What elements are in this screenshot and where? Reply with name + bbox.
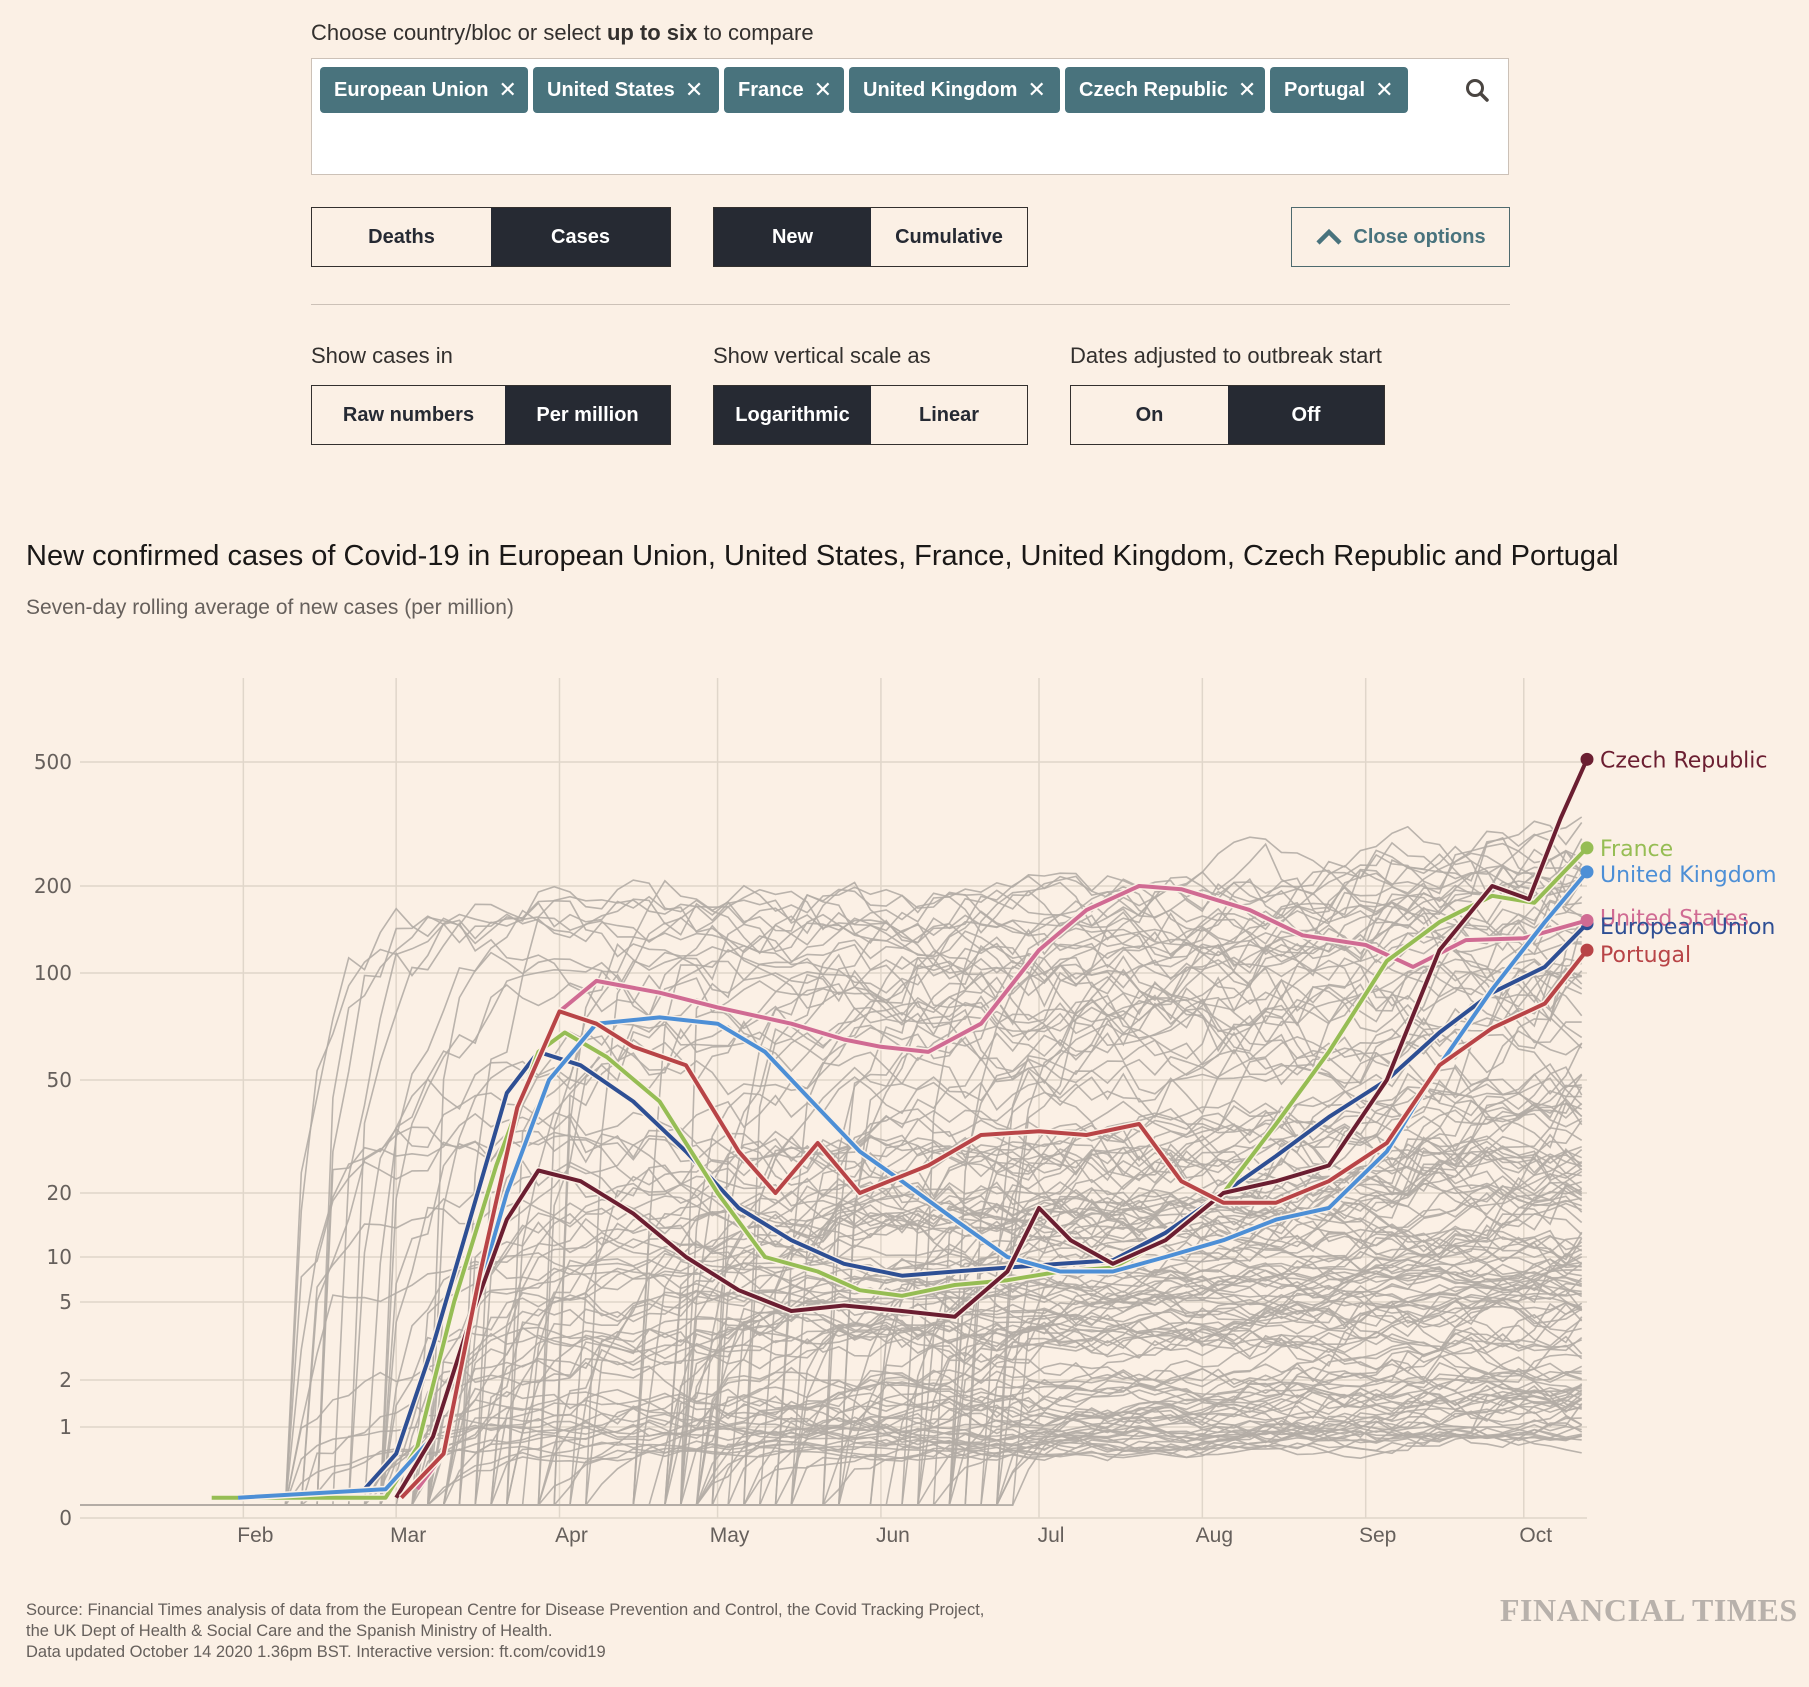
source-line-1: Source: Financial Times analysis of data… (26, 1601, 985, 1619)
chip-label: Czech Republic (1079, 78, 1228, 101)
selected-country-chip[interactable]: European Union ✕ (320, 67, 528, 113)
y-tick-label: 10 (47, 1245, 72, 1269)
close-icon[interactable]: ✕ (498, 77, 517, 102)
chevron-up-icon (1316, 228, 1342, 245)
source-line-3: Data updated October 14 2020 1.36pm BST.… (26, 1643, 606, 1661)
dates-adjusted-label: Dates adjusted to outbreak start (1070, 343, 1382, 368)
option-off[interactable]: Off (1228, 386, 1384, 444)
close-icon[interactable]: ✕ (813, 77, 833, 102)
vertical-scale-toggle: Logarithmic Linear (713, 385, 1028, 445)
close-icon[interactable]: ✕ (1375, 77, 1394, 102)
y-tick-label: 5 (59, 1290, 72, 1314)
series-line-european-union (363, 922, 1589, 1491)
y-tick-label: 0 (59, 1506, 72, 1530)
option-logarithmic[interactable]: Logarithmic (714, 386, 871, 444)
option-cumulative[interactable]: Cumulative (871, 208, 1027, 266)
y-tick-label: 20 (47, 1181, 72, 1205)
prompt-text-end: to compare (697, 20, 814, 45)
option-new[interactable]: New (714, 208, 871, 266)
x-tick-label: Aug (1196, 1524, 1233, 1547)
show-cases-in-label: Show cases in (311, 343, 453, 368)
y-tick-label: 2 (59, 1368, 72, 1392)
close-icon[interactable]: ✕ (684, 77, 704, 102)
source-note: Source: Financial Times analysis of data… (26, 1600, 984, 1663)
x-tick-label: Apr (555, 1524, 588, 1547)
background-country-line (80, 884, 1582, 1506)
x-tick-label: Oct (1519, 1524, 1552, 1547)
mode-toggle: New Cumulative (713, 207, 1028, 267)
chip-label: European Union (334, 78, 489, 101)
chip-label: Portugal (1284, 78, 1366, 101)
metric-toggle: Deaths Cases (311, 207, 671, 267)
highlighted-series (211, 752, 1594, 1502)
x-tick-label: Jun (876, 1524, 910, 1547)
end-label-united-states: United States (1600, 906, 1749, 931)
option-raw-numbers[interactable]: Raw numbers (312, 386, 505, 444)
series-line-czech-republic (394, 758, 1589, 1499)
series-end-dot (1580, 865, 1594, 879)
selected-country-chip[interactable]: Portugal ✕ (1270, 67, 1408, 113)
option-cases[interactable]: Cases (491, 208, 670, 266)
end-label-european-union: European Union (1600, 915, 1775, 940)
chip-label: France (738, 78, 804, 101)
x-tick-label: May (710, 1524, 750, 1547)
close-options-label: Close options (1353, 225, 1486, 248)
chip-label: United States (547, 78, 675, 101)
chip-label: United Kingdom (863, 78, 1018, 101)
y-tick-label: 500 (34, 750, 72, 774)
y-tick-label: 50 (47, 1068, 72, 1092)
option-linear[interactable]: Linear (871, 386, 1027, 444)
end-label-portugal: Portugal (1600, 943, 1691, 968)
series-line-united-kingdom (237, 870, 1589, 1500)
ft-logo: FINANCIAL TIMES (1500, 1592, 1798, 1628)
prompt-text: Choose country/bloc or select (311, 20, 607, 45)
series-end-dot (1580, 913, 1594, 927)
show-cases-in-toggle: Raw numbers Per million (311, 385, 671, 445)
y-tick-label: 200 (34, 874, 72, 898)
background-country-line (80, 1421, 1583, 1506)
selected-country-chip[interactable]: Czech Republic ✕ (1065, 67, 1265, 113)
dates-adjusted-toggle: On Off (1070, 385, 1385, 445)
selected-country-chip[interactable]: United Kingdom ✕ (849, 67, 1060, 113)
x-tick-label: Jul (1038, 1524, 1065, 1547)
y-tick-label: 1 (59, 1415, 72, 1439)
x-tick-label: Feb (237, 1524, 273, 1547)
selected-country-chip[interactable]: United States ✕ (533, 67, 719, 113)
chart-title: New confirmed cases of Covid-19 in Europ… (26, 540, 1619, 572)
country-search-input[interactable]: European Union ✕ United States ✕ France ✕ Unit… (311, 58, 1509, 175)
option-on[interactable]: On (1071, 386, 1228, 444)
series-end-dot (1580, 841, 1594, 855)
selected-country-chip[interactable]: France ✕ (724, 67, 844, 113)
selector-prompt: Choose country/bloc or select up to six … (311, 20, 814, 46)
option-deaths[interactable]: Deaths (312, 208, 491, 266)
options-divider (311, 304, 1510, 305)
close-icon[interactable]: ✕ (1237, 77, 1257, 102)
end-label-france: France (1600, 837, 1673, 862)
search-icon[interactable] (1464, 77, 1490, 103)
series-line-portugal (399, 948, 1589, 1500)
prompt-bold: up to six (606, 20, 698, 45)
series-end-dot (1580, 752, 1594, 766)
vertical-scale-label: Show vertical scale as (713, 343, 931, 368)
close-icon[interactable]: ✕ (1027, 77, 1046, 102)
source-line-2: the UK Dept of Health & Social Care and … (26, 1622, 553, 1640)
end-label-united-kingdom: United Kingdom (1600, 863, 1777, 888)
close-options-button[interactable]: Close options (1291, 207, 1510, 267)
option-per-million[interactable]: Per million (505, 386, 670, 444)
chart-svg: 0 1 2 5 10 20 50 100 200 500 Feb Mar Apr May Jun Jul Aug… (34, 678, 1777, 1547)
series-end-dot (1580, 943, 1594, 957)
background-country-lines (80, 816, 1583, 1506)
y-tick-label: 100 (34, 961, 72, 985)
x-tick-label: Mar (390, 1524, 426, 1547)
x-tick-label: Sep (1359, 1524, 1396, 1547)
end-label-czech-republic: Czech Republic (1600, 748, 1768, 773)
chart-subtitle: Seven-day rolling average of new cases (… (26, 596, 514, 619)
